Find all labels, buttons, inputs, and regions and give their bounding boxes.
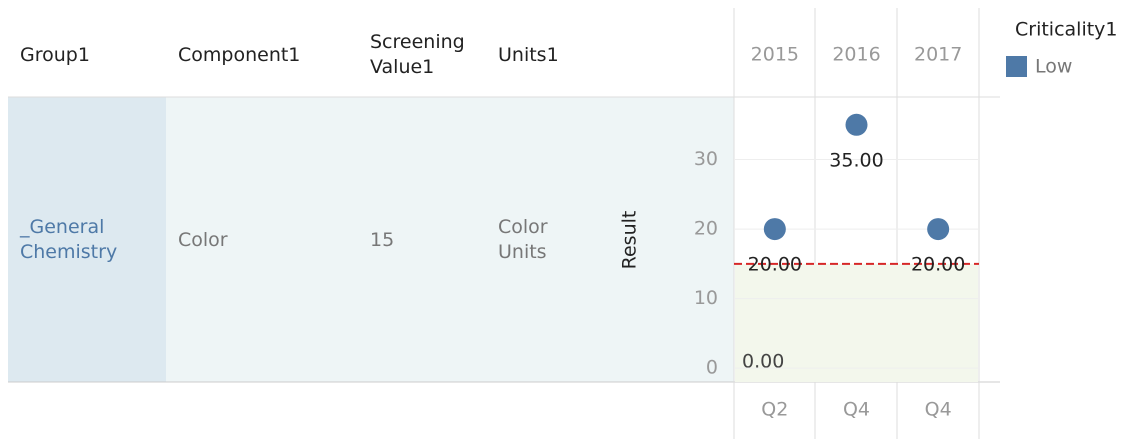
value-label: 20.00: [748, 254, 802, 276]
column-header: 2017: [914, 44, 962, 66]
cell: Color Units: [498, 216, 548, 263]
x-tick-label: Q2: [761, 399, 788, 421]
legend-entry: Low: [1035, 56, 1072, 78]
y-tick-label: 0: [706, 357, 718, 379]
group-value: _General Chemistry: [20, 216, 118, 263]
y-tick-label: 30: [694, 148, 718, 170]
y-tick-label: 20: [694, 218, 718, 240]
value-label: 35.00: [829, 149, 883, 171]
x-tick-label: Q4: [925, 399, 952, 421]
dot: [763, 218, 786, 241]
dot: [845, 113, 868, 136]
value-label: 20.00: [911, 254, 965, 276]
header: Screening Value1: [370, 31, 465, 78]
x-tick-label: Q4: [843, 399, 870, 421]
legend-swatch: [1006, 56, 1027, 77]
cell: Color: [178, 228, 228, 251]
group-cell: [8, 97, 166, 382]
dot: [927, 218, 950, 241]
band-label: 0.00: [742, 351, 784, 373]
row-band: [166, 97, 734, 382]
legend-title: Criticality1: [1015, 19, 1118, 41]
reference-band: [735, 263, 978, 382]
column-header: 2015: [751, 44, 799, 66]
y-axis-label: Result: [619, 211, 641, 270]
column-header: 2016: [832, 44, 880, 66]
header: Group1: [20, 43, 90, 66]
header: Units1: [498, 43, 559, 66]
cell: 15: [370, 228, 395, 251]
header: Component1: [178, 43, 301, 66]
y-tick-label: 10: [694, 287, 718, 309]
